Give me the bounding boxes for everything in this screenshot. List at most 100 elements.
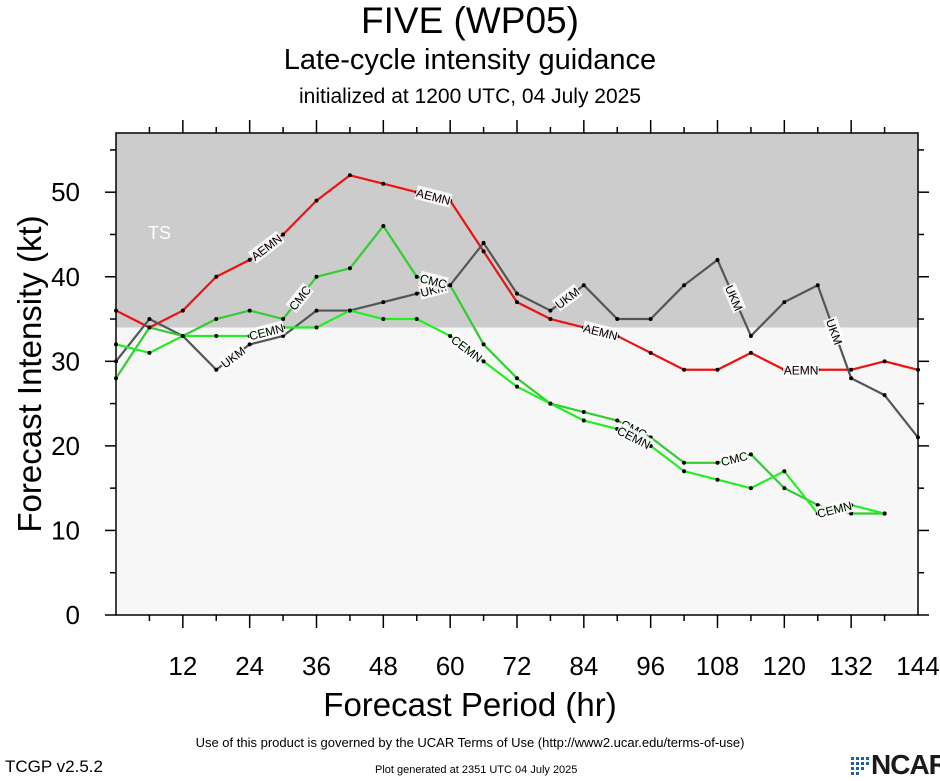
series-label-cmc: CMC	[418, 270, 449, 292]
data-point-cmc	[247, 308, 252, 313]
data-point-cemn	[548, 401, 553, 406]
data-point-cmc	[481, 342, 486, 347]
chart-subtitle: Late-cycle intensity guidance	[283, 44, 657, 76]
y-tick-label: 50	[51, 177, 80, 207]
x-axis-label: Forecast Period (hr)	[323, 686, 617, 723]
data-point-cemn	[347, 308, 352, 313]
data-point-cmc	[715, 460, 720, 465]
x-tick-label: 60	[436, 651, 465, 681]
data-point-cmc	[615, 418, 620, 423]
terms-of-use-text: Use of this product is governed by the U…	[195, 735, 745, 750]
series-label-bg	[815, 498, 854, 521]
data-point-aemn	[682, 367, 687, 372]
data-point-ukm	[515, 291, 519, 296]
y-tick-label: 0	[66, 600, 80, 630]
series-label-bg	[217, 343, 249, 372]
y-tick-label: 40	[51, 262, 80, 292]
chart-title: FIVE (WP05)	[361, 0, 579, 41]
data-point-ukm	[882, 393, 887, 398]
data-point-ukm	[214, 367, 219, 372]
band-label-ts: TS	[148, 223, 171, 243]
ncar-logo-text: NCAR	[871, 749, 940, 780]
y-tick-label: 10	[51, 515, 80, 545]
data-point-cmc	[214, 317, 219, 322]
x-tick-label: 108	[696, 651, 739, 681]
x-tick-label: 72	[503, 651, 532, 681]
x-tick-label: 132	[829, 651, 872, 681]
data-point-cmc	[347, 266, 352, 271]
series-line-cmc	[115, 224, 885, 515]
data-point-cmc	[281, 317, 286, 322]
data-point-cemn	[214, 333, 219, 338]
data-point-aemn	[247, 257, 252, 262]
x-tick-label: 120	[763, 651, 806, 681]
series-label-bg	[551, 283, 583, 312]
series-label-bg	[414, 185, 453, 208]
data-point-aemn	[849, 367, 854, 372]
series-line-cemn	[115, 309, 885, 515]
data-point-ukm	[147, 317, 152, 322]
data-point-ukm	[715, 257, 720, 262]
data-point-cemn	[515, 384, 519, 389]
generated-time: Plot generated at 2351 UTC 04 July 2025	[375, 764, 578, 776]
data-point-ukm	[916, 435, 920, 440]
x-tick-label: 84	[569, 651, 598, 681]
data-point-ukm	[114, 359, 118, 364]
data-point-cmc	[748, 452, 753, 457]
series-label-bg	[448, 332, 486, 366]
data-point-cemn	[381, 317, 386, 322]
data-point-cemn	[147, 350, 152, 355]
data-point-cmc	[682, 460, 687, 465]
series-label-bg	[247, 230, 285, 264]
data-point-cemn	[180, 333, 185, 338]
ncar-logo: NCAR	[850, 749, 940, 780]
series-label-text: CMC	[418, 271, 448, 291]
data-point-ukm	[481, 240, 486, 245]
data-point-ukm	[414, 291, 419, 296]
data-point-cemn	[414, 317, 419, 322]
data-point-cemn	[581, 418, 586, 423]
series-label-bg	[418, 270, 449, 292]
y-axis-label: Forecast Intensity (kt)	[11, 215, 48, 533]
data-point-cmc	[314, 274, 319, 279]
data-point-aemn	[314, 198, 319, 203]
data-point-cemn	[748, 486, 753, 491]
data-point-ukm	[314, 308, 319, 313]
version-label: TCGP v2.5.2	[5, 757, 103, 776]
data-point-cmc	[448, 283, 453, 288]
data-point-ukm	[815, 283, 820, 288]
y-tick-label: 20	[51, 431, 80, 461]
data-point-aemn	[381, 181, 386, 186]
data-point-aemn	[347, 173, 352, 178]
data-point-cemn	[314, 325, 319, 330]
data-point-aemn	[180, 308, 185, 313]
series-label-bg	[581, 320, 620, 343]
data-point-ukm	[548, 308, 553, 313]
x-tick-label: 24	[235, 651, 264, 681]
data-point-ukm	[782, 300, 787, 305]
series-label-bg	[247, 320, 286, 343]
series-label-bg	[718, 448, 750, 469]
data-point-cmc	[114, 376, 118, 381]
y-tick-label: 30	[51, 346, 80, 376]
data-point-aemn	[214, 274, 219, 279]
series-label-bg	[823, 316, 846, 348]
series-label-bg	[783, 362, 820, 377]
data-point-aemn	[882, 359, 887, 364]
data-point-aemn	[548, 317, 553, 322]
data-point-cemn	[448, 333, 453, 338]
series-label-bg	[285, 282, 314, 314]
data-point-cemn	[882, 511, 887, 516]
data-point-aemn	[916, 367, 920, 372]
series-label-bg	[722, 282, 747, 314]
x-tick-label: 36	[302, 651, 331, 681]
data-point-cemn	[782, 469, 787, 474]
data-point-ukm	[615, 317, 620, 322]
data-point-cmc	[147, 325, 152, 330]
data-point-cemn	[715, 477, 720, 482]
data-point-aemn	[515, 300, 519, 305]
x-tick-label: 144	[896, 651, 939, 681]
series-label-cmc: CMC	[718, 448, 750, 469]
data-point-aemn	[114, 308, 118, 313]
